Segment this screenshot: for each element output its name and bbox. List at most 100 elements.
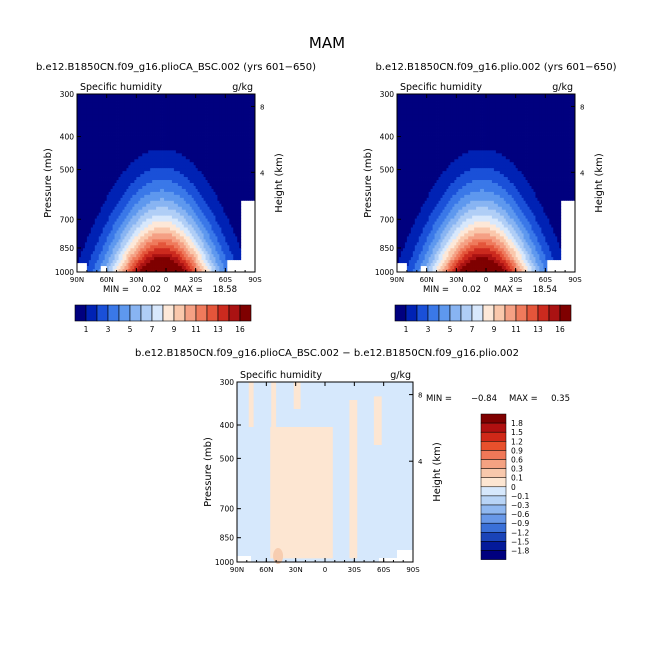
panel3: b.e12.B1850CN.f09_g16.plioCA_BSC.002 − b…	[135, 348, 570, 564]
variable-label: Specific humidity	[240, 370, 322, 381]
colorbar-swatch	[74, 304, 87, 322]
y-tick-label: 300	[220, 378, 235, 387]
min-label: MIN =	[103, 285, 129, 295]
colorbar-swatch	[480, 441, 507, 451]
colorbar-swatch	[548, 304, 561, 322]
colorbar-swatch	[129, 304, 142, 322]
colorbar-label: −0.1	[511, 492, 529, 501]
colorbar-swatch	[482, 304, 495, 322]
colorbar-swatch	[480, 459, 507, 469]
colorbar-swatch	[559, 304, 572, 322]
colorbar-swatch	[480, 477, 507, 488]
panel-title: b.e12.B1850CN.f09_g16.plioCA_BSC.002 (yr…	[36, 62, 316, 73]
colorbar-label: 1.5	[511, 428, 523, 437]
units-label: g/kg	[552, 82, 573, 93]
y-tick-label: 850	[60, 244, 75, 253]
y-tick-label: 1000	[375, 268, 394, 277]
y-axis-title: Pressure (mb)	[43, 148, 54, 218]
max-label: MAX =	[494, 285, 523, 295]
colorbar-label: 1	[404, 325, 409, 334]
contour-field	[237, 382, 413, 564]
y2-tick-label: 8	[260, 103, 264, 111]
y-tick-label: 1000	[55, 268, 74, 277]
colorbar-swatch	[480, 431, 507, 442]
units-label: g/kg	[232, 82, 253, 93]
colorbar-swatch	[480, 522, 507, 533]
y-tick-label: 400	[220, 421, 235, 430]
min-max-text: MIN = 0.02 MAX = 18.58	[103, 285, 237, 295]
colorbar-swatch	[228, 304, 241, 322]
x-tick-label: 90S	[248, 276, 262, 284]
colorbar: 1 3 5 7 9 11 13 16	[74, 304, 252, 334]
y-tick-label: 700	[60, 215, 75, 224]
y2-axis-title: Height (km)	[432, 442, 443, 502]
x-tick-label: 30S	[348, 566, 362, 574]
x-tick-label: 30S	[189, 276, 203, 284]
y-tick-label: 1000	[215, 558, 234, 567]
y-tick-label: 400	[60, 133, 75, 142]
y2-tick-label: 8	[418, 392, 422, 400]
colorbar-swatch	[504, 304, 517, 322]
x-tick-label: 60N	[259, 566, 273, 574]
x-tick-label: 0	[164, 276, 168, 284]
x-tick-label: 30N	[129, 276, 143, 284]
colorbar-label: 0.1	[511, 474, 523, 483]
colorbar-swatch	[184, 304, 197, 322]
colorbar: 1.81.51.20.90.60.30.10−0.1−0.3−0.6−0.9−1…	[480, 413, 529, 560]
positive-region	[293, 382, 301, 409]
min-label: MIN =	[426, 394, 452, 404]
max-label: MAX =	[509, 394, 538, 404]
colorbar-label: −1.8	[511, 547, 529, 556]
colorbar-swatch	[480, 422, 507, 433]
colorbar-swatch	[480, 486, 507, 497]
y-tick-label: 850	[220, 534, 235, 543]
axes: 90N 60N 30N 0 30S 60S 90S 300 400 500 700 850 1000 8 4…	[43, 82, 285, 284]
variable-label: Specific humidity	[80, 82, 162, 93]
colorbar-label: −1.2	[511, 528, 529, 537]
colorbar-swatch	[173, 304, 186, 322]
colorbar-swatch	[537, 304, 550, 322]
colorbar-swatch	[206, 304, 219, 322]
min-max-text: MIN = −0.84 MAX = 0.35	[426, 394, 570, 404]
colorbar-label: 0.6	[511, 456, 523, 465]
max-value: 18.54	[533, 285, 557, 295]
y-tick-label: 500	[220, 454, 235, 463]
contour-field	[397, 94, 576, 273]
colorbar-swatch	[427, 304, 440, 322]
x-tick-label: 60N	[100, 276, 114, 284]
colorbar-swatch	[239, 304, 252, 322]
x-tick-label: 60S	[377, 566, 391, 574]
y2-axis-title: Height (km)	[274, 153, 285, 213]
contour-field	[77, 94, 256, 273]
colorbar-swatch	[438, 304, 451, 322]
page-title: MAM	[309, 34, 345, 52]
y-tick-label: 500	[380, 166, 395, 175]
x-tick-label: 90N	[390, 276, 404, 284]
colorbar-swatch	[515, 304, 528, 322]
max-value: 18.58	[213, 285, 237, 295]
colorbar-swatch	[480, 541, 507, 551]
variable-label: Specific humidity	[400, 82, 482, 93]
colorbar-swatch	[493, 304, 506, 322]
colorbar-swatch	[151, 304, 164, 322]
x-tick-label: 0	[484, 276, 488, 284]
colorbar-label: 7	[470, 325, 475, 334]
colorbar-swatch	[140, 304, 153, 322]
colorbar-label: 5	[448, 325, 453, 334]
colorbar-swatch	[460, 304, 473, 322]
colorbar-label: 1.8	[511, 419, 523, 428]
panel-title: b.e12.B1850CN.f09_g16.plioCA_BSC.002 − b…	[135, 348, 519, 359]
y2-tick-label: 4	[580, 169, 585, 177]
colorbar-swatch	[480, 513, 507, 524]
colorbar-swatch	[449, 304, 462, 322]
positive-region	[248, 382, 254, 427]
colorbar-swatch	[107, 304, 120, 322]
y-tick-label: 300	[60, 90, 75, 99]
colorbar: 1 3 5 7 9 11 13 16	[394, 304, 572, 334]
positive-region	[270, 427, 333, 559]
colorbar-label: 3	[426, 325, 431, 334]
axes: 90N 60N 30N 0 30S 60S 90S 300 400 500 700 850 1000 8 4…	[203, 370, 443, 574]
colorbar-swatch	[480, 495, 507, 506]
colorbar-swatch	[480, 550, 507, 560]
